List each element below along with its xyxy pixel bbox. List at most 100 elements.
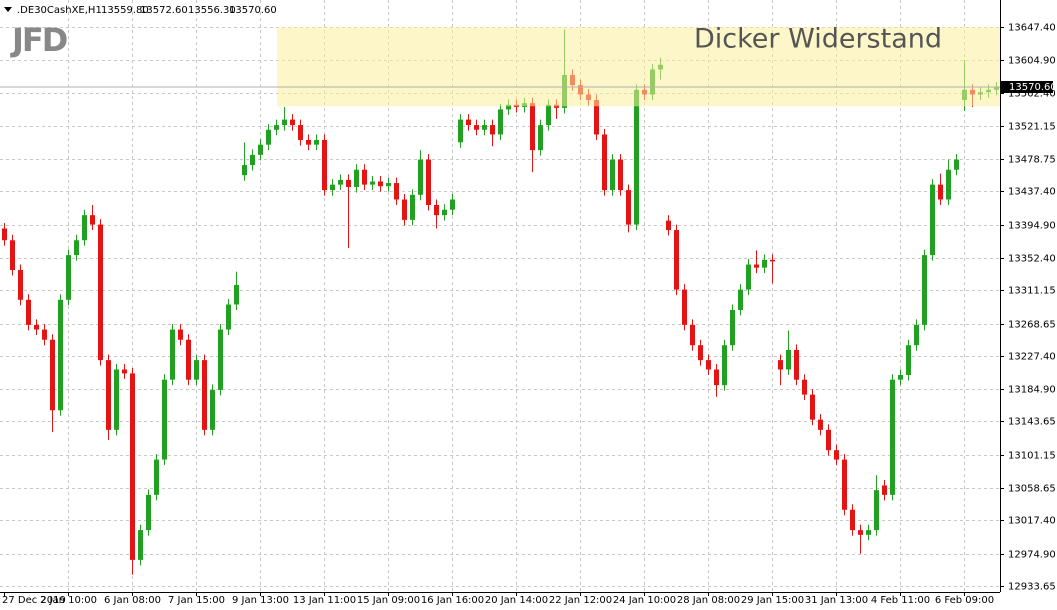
header-high: 13572.60: [140, 5, 188, 16]
y-tick-label: 13184.90: [1008, 385, 1056, 396]
resistance-zone: [277, 27, 1000, 107]
candle-body: [202, 360, 207, 430]
menu-arrow[interactable]: [4, 7, 12, 12]
candle-body: [282, 119, 287, 126]
candle-body: [346, 179, 351, 187]
candle-body: [338, 179, 343, 185]
candle-body: [394, 183, 399, 200]
candle-body: [234, 284, 239, 305]
zone-label: Dicker Widerstand: [694, 24, 942, 55]
candle-body: [138, 530, 143, 560]
candle-body: [690, 324, 695, 346]
grid: [0, 0, 1000, 592]
x-tick-label: 2 Jan 10:00: [40, 595, 97, 606]
candle-body: [850, 509, 855, 531]
candle-body: [266, 129, 271, 145]
candle-body: [290, 119, 295, 126]
candle-body: [546, 104, 551, 126]
y-tick-label: 13521.15: [1008, 122, 1056, 133]
y-tick-label: 13352.40: [1008, 254, 1056, 265]
x-tick-label: 9 Jan 13:00: [232, 595, 289, 606]
y-tick-label: 13394.90: [1008, 221, 1056, 232]
candle-body: [418, 159, 423, 195]
header-open: 13559.80: [101, 5, 149, 16]
candle-body: [666, 220, 671, 231]
candle-body: [498, 109, 503, 135]
candle-body: [146, 494, 151, 531]
candle-body: [186, 339, 191, 380]
candle-body: [434, 204, 439, 216]
candle-body: [842, 459, 847, 510]
candle-body: [426, 159, 431, 205]
candle-body: [762, 259, 767, 268]
candle-body: [714, 369, 719, 386]
x-tick-label: 29 Jan 15:00: [741, 595, 804, 606]
candle-body: [786, 349, 791, 370]
x-tick-label: 13 Jan 11:00: [293, 595, 356, 606]
candle-body: [98, 224, 103, 361]
candle-body: [306, 139, 311, 145]
x-tick-label: 6 Jan 08:00: [104, 595, 161, 606]
header-close: 13570.60: [229, 5, 277, 16]
last-price-label: 13570.60: [1009, 82, 1057, 93]
candle-body: [466, 119, 471, 126]
candle-body: [770, 259, 775, 262]
candle-body: [946, 169, 951, 200]
x-tick-label: 7 Jan 15:00: [168, 595, 225, 606]
candle-body: [914, 324, 919, 346]
candle-body: [114, 369, 119, 430]
x-tick-label: 24 Jan 10:00: [613, 595, 676, 606]
candle-body: [738, 289, 743, 310]
y-tick-label: 13058.65: [1008, 484, 1056, 495]
candle-body: [314, 139, 319, 145]
candle-body: [362, 169, 367, 185]
candle-body: [538, 125, 543, 151]
y-tick-label: 13647.40: [1008, 23, 1056, 34]
candle-body: [170, 329, 175, 380]
candle-body: [18, 270, 23, 300]
y-tick-label: 13311.15: [1008, 286, 1056, 297]
y-tick-label: 13227.40: [1008, 352, 1056, 363]
y-tick-label: 13437.40: [1008, 187, 1056, 198]
candle-body: [442, 209, 447, 216]
y-tick-label: 13478.75: [1008, 155, 1056, 166]
candle-body: [866, 530, 871, 535]
candle-body: [634, 89, 639, 225]
candle-body: [610, 159, 615, 191]
overlay: Dicker Widerstand: [0, 24, 1000, 107]
candle-body: [194, 360, 199, 380]
x-tick-label: 27 Dec 2019: [2, 595, 66, 606]
candle-body: [706, 360, 711, 370]
candle-body: [818, 419, 823, 430]
candle-body: [242, 165, 247, 176]
candle-body: [154, 459, 159, 495]
candle-body: [858, 530, 863, 535]
candle-body: [122, 369, 127, 374]
candle-body: [530, 103, 535, 151]
candle-body: [2, 228, 7, 241]
symbol: .DE30CashXE,H1: [17, 5, 102, 16]
candle-body: [826, 429, 831, 451]
y-tick-label: 13017.40: [1008, 516, 1056, 527]
candle-body: [10, 240, 15, 271]
candle-body: [178, 329, 183, 340]
candle-body: [674, 230, 679, 290]
candle-body: [618, 159, 623, 191]
candle-body: [778, 360, 783, 370]
candle-body: [810, 394, 815, 420]
candle-body: [802, 379, 807, 395]
candle-body: [258, 144, 263, 155]
candle-body: [330, 184, 335, 191]
candle-body: [930, 184, 935, 256]
candle-body: [722, 345, 727, 386]
candle-body: [834, 450, 839, 460]
candle-body: [250, 154, 255, 166]
candle-body: [90, 215, 95, 225]
candle-body: [218, 329, 223, 390]
candle-body: [26, 299, 31, 325]
candle-body: [298, 125, 303, 140]
y-tick-label: 13268.65: [1008, 320, 1056, 331]
candle-body: [42, 329, 47, 340]
candle-body: [698, 345, 703, 361]
